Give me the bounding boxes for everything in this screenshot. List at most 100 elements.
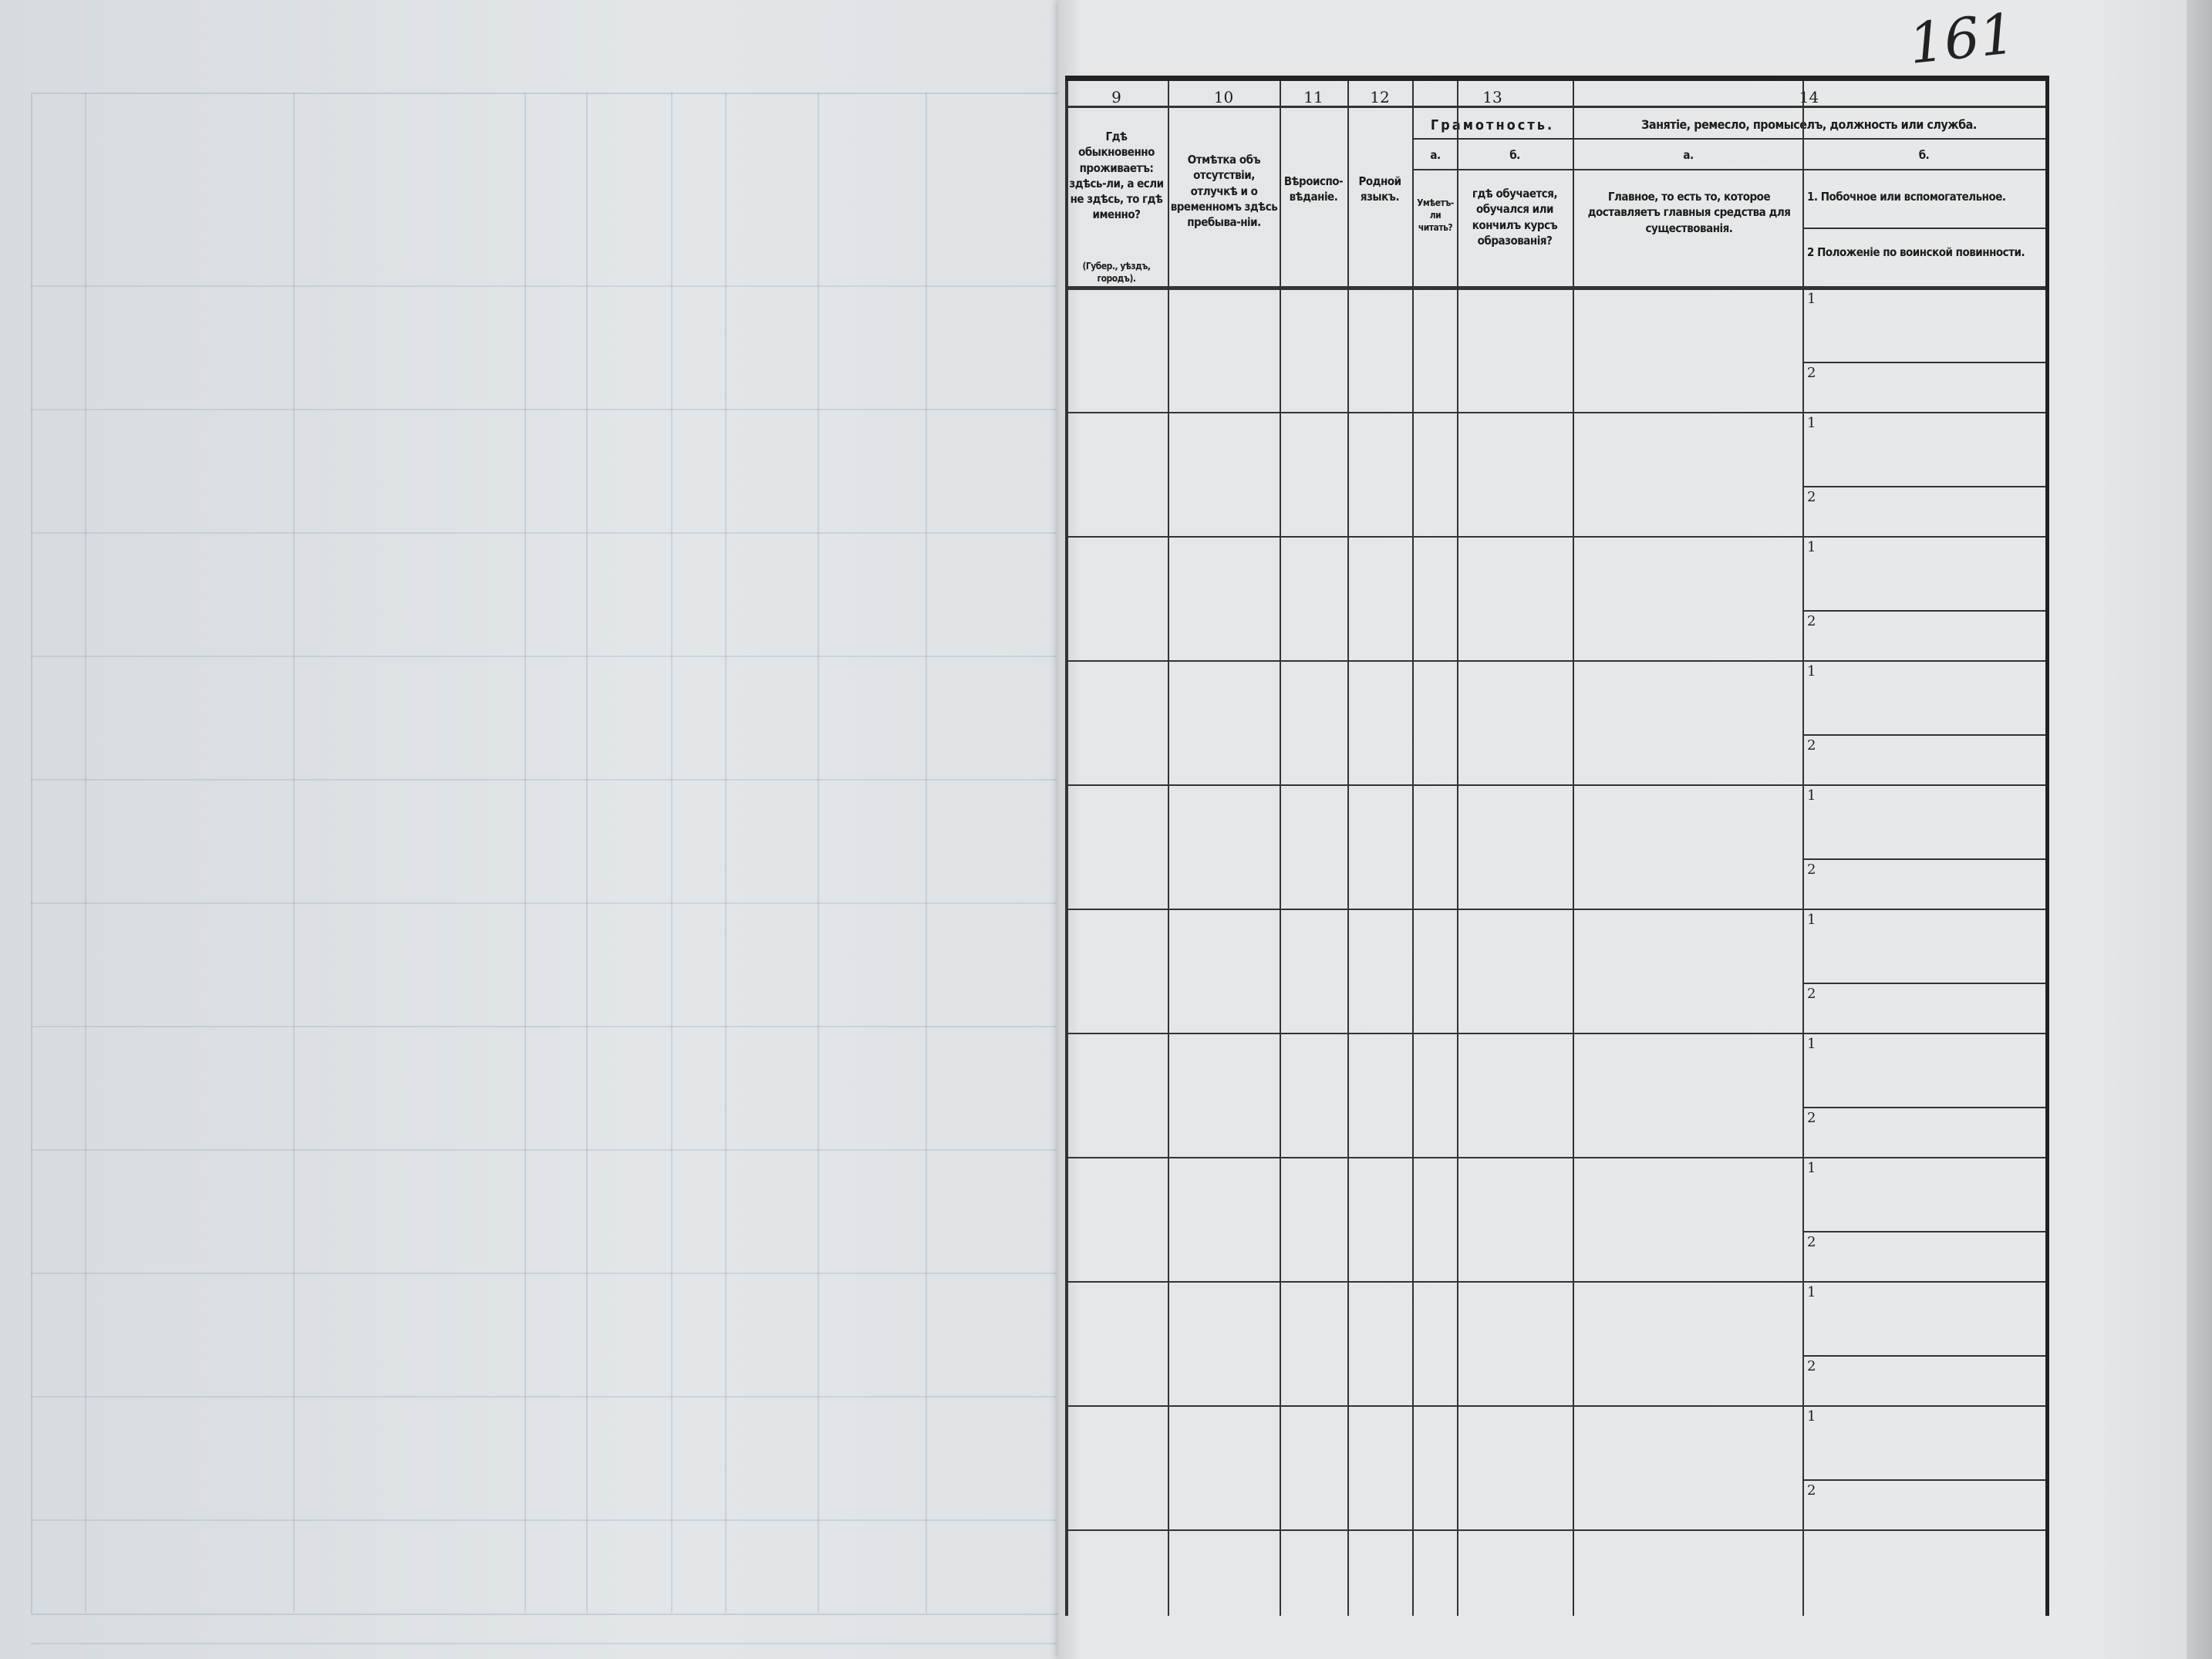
row-sub-label-2: 2 bbox=[1807, 365, 1816, 381]
faded-column-rule bbox=[725, 93, 727, 1613]
row-sub-rule bbox=[1802, 1355, 2045, 1357]
right-page bbox=[1058, 0, 2192, 1659]
row-sub-label-1: 1 bbox=[1807, 1284, 1816, 1300]
col9-note: (Губер., уѣздъ, городъ). bbox=[1082, 261, 1151, 285]
faded-row-rule bbox=[31, 1149, 1057, 1151]
faded-row-rule bbox=[31, 409, 1057, 410]
row-rule bbox=[1065, 1529, 2045, 1531]
row-sub-label-2: 2 bbox=[1807, 862, 1816, 878]
col10-heading: Отмѣтка объ отсутствіи, отлучкѣ и о врем… bbox=[1170, 153, 1278, 229]
row-sub-rule bbox=[1802, 486, 2045, 487]
faded-row-rule bbox=[31, 902, 1057, 904]
faded-table-border bbox=[31, 93, 1060, 1615]
col14b-item1: 1. Побочное или вспомогательное. bbox=[1807, 190, 2006, 204]
col13a-label: а. bbox=[1430, 148, 1441, 162]
col14-number: 14 bbox=[1799, 88, 1819, 106]
row-rule bbox=[1065, 1405, 2045, 1407]
row-sub-label-1: 1 bbox=[1807, 663, 1816, 679]
faded-row-rule bbox=[31, 285, 1057, 287]
row-rule bbox=[1065, 1033, 2045, 1034]
row-rule bbox=[1065, 412, 2045, 413]
col12-heading: Родной языкъ. bbox=[1358, 174, 1401, 204]
col9-heading: Гдѣ обыкновенно проживаетъ: здѣсь-ли, а … bbox=[1069, 130, 1164, 222]
row-sub-label-1: 1 bbox=[1807, 415, 1816, 431]
row-sub-label-2: 2 bbox=[1807, 1358, 1816, 1374]
faded-row-rule bbox=[31, 1396, 1057, 1398]
faded-column-rule bbox=[926, 93, 927, 1613]
row-sub-label-1: 1 bbox=[1807, 1160, 1816, 1176]
row-sub-rule bbox=[1802, 858, 2045, 860]
column-rule bbox=[1347, 81, 1349, 1616]
row-sub-rule bbox=[1802, 362, 2045, 363]
census-form-table: 9 10 11 12 13 14 Гдѣ обыкновенно прожива… bbox=[1065, 76, 2049, 1616]
column-rule bbox=[1802, 81, 1804, 1616]
row-sub-rule bbox=[1802, 734, 2045, 736]
column-rule bbox=[1573, 81, 1574, 1616]
faded-row-rule bbox=[31, 532, 1057, 534]
column-rule bbox=[1457, 81, 1458, 1616]
col14a-label: а. bbox=[1683, 148, 1694, 162]
faded-column-rule bbox=[524, 93, 526, 1613]
row-sub-label-1: 1 bbox=[1807, 912, 1816, 928]
row-sub-label-1: 1 bbox=[1807, 539, 1816, 555]
header-bottom-rule bbox=[1065, 286, 2045, 290]
row-sub-label-1: 1 bbox=[1807, 1036, 1816, 1052]
row-sub-label-1: 1 bbox=[1807, 787, 1816, 804]
row-sub-label-2: 2 bbox=[1807, 1110, 1816, 1126]
faded-row-rule bbox=[31, 1519, 1057, 1521]
col11-heading: Вѣроиспо-вѣданіе. bbox=[1283, 174, 1344, 204]
row-sub-rule bbox=[1802, 1107, 2045, 1108]
row-sub-label-2: 2 bbox=[1807, 613, 1816, 629]
col10-number: 10 bbox=[1213, 88, 1234, 106]
faded-column-rule bbox=[293, 93, 295, 1613]
col11-number: 11 bbox=[1303, 88, 1323, 106]
row-rule bbox=[1065, 909, 2045, 910]
row-rule bbox=[1065, 1157, 2045, 1158]
row-sub-label-2: 2 bbox=[1807, 737, 1816, 754]
row-rule bbox=[1065, 660, 2045, 662]
col13-number: 13 bbox=[1482, 88, 1502, 106]
left-page-bleedthrough bbox=[0, 0, 1080, 1659]
row-sub-label-2: 2 bbox=[1807, 986, 1816, 1002]
column-rule bbox=[1168, 81, 1169, 1616]
row-sub-label-2: 2 bbox=[1807, 489, 1816, 505]
row-rule bbox=[1065, 784, 2045, 786]
handwritten-page-number: 161 bbox=[1905, 1, 2018, 76]
row-sub-label-2: 2 bbox=[1807, 1482, 1816, 1499]
row-sub-label-1: 1 bbox=[1807, 291, 1816, 307]
faded-row-rule bbox=[31, 779, 1057, 781]
col14b-item2: 2 Положеніе по воинской повинности. bbox=[1807, 245, 2025, 259]
faded-row-rule bbox=[31, 1026, 1057, 1027]
faded-column-rule bbox=[818, 93, 819, 1613]
col14-title: Занятіе, ремесло, промыселъ, должность и… bbox=[1641, 117, 1977, 132]
faded-column-rule bbox=[671, 93, 673, 1613]
row-sub-label-2: 2 bbox=[1807, 1234, 1816, 1250]
row-sub-label-1: 1 bbox=[1807, 1408, 1816, 1425]
page-edge bbox=[2187, 0, 2212, 1659]
header-rule bbox=[1412, 138, 2045, 140]
faded-column-rule bbox=[586, 93, 588, 1613]
faded-row-rule bbox=[31, 1643, 1057, 1644]
row-sub-rule bbox=[1802, 1479, 2045, 1481]
row-sub-rule bbox=[1802, 1231, 2045, 1232]
row-rule bbox=[1065, 536, 2045, 538]
faded-column-rule bbox=[85, 93, 86, 1613]
col12-number: 12 bbox=[1370, 88, 1390, 106]
header-rule bbox=[1802, 228, 2045, 229]
row-sub-rule bbox=[1802, 983, 2045, 984]
header-rule bbox=[1412, 169, 2045, 170]
col13b-heading: гдѣ обучается, обучался или кончилъ курс… bbox=[1472, 187, 1558, 248]
col13a-heading: Умѣетъ-ли читать? bbox=[1417, 197, 1454, 234]
row-rule bbox=[1065, 1281, 2045, 1283]
column-rule bbox=[1065, 81, 1068, 1616]
header-rule bbox=[1065, 106, 2045, 108]
col13-title: Грамотность. bbox=[1430, 117, 1555, 133]
col14b-label: б. bbox=[1918, 148, 1930, 162]
faded-row-rule bbox=[31, 1273, 1057, 1274]
column-rule bbox=[1280, 81, 1281, 1616]
row-sub-rule bbox=[1802, 610, 2045, 612]
col9-number: 9 bbox=[1111, 88, 1121, 106]
column-rule bbox=[1412, 81, 1414, 1616]
faded-row-rule bbox=[31, 656, 1057, 657]
col13b-label: б. bbox=[1509, 148, 1520, 162]
